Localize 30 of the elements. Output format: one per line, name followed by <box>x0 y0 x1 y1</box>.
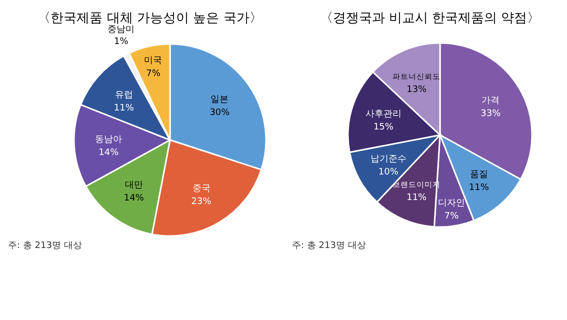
slice-label: 사후관리 <box>365 110 402 120</box>
data-label: 11% <box>406 193 428 204</box>
slice-label: 납기준수 <box>370 154 406 164</box>
data-label: 13% <box>406 84 428 95</box>
data-label: 1% <box>114 37 129 48</box>
data-label: 15% <box>373 122 394 133</box>
slice-label: 중남미 <box>108 25 135 36</box>
data-label: 10% <box>378 167 399 178</box>
data-label: 23% <box>191 196 212 207</box>
data-label: 14% <box>98 148 120 158</box>
data-label: 30% <box>210 108 230 118</box>
data-label: 33% <box>480 109 502 120</box>
slice-label: 디자인 <box>438 198 466 209</box>
slice-label: 품질 <box>470 170 488 180</box>
data-label: 7% <box>444 212 460 222</box>
slice-label: 중국 <box>192 184 210 194</box>
slice-label: 유럽 <box>114 90 133 100</box>
slice-label: 가격 <box>482 96 500 106</box>
chart-title: 〈한국제품 대체 가능성이 높은 국가〉 <box>38 11 262 26</box>
data-label: 11% <box>468 183 490 194</box>
data-label: 7% <box>146 69 161 80</box>
data-label: 11% <box>114 103 134 114</box>
slice-label: 일본 <box>210 94 229 105</box>
slice-label: 대만 <box>124 180 143 191</box>
slice-label: 동남아 <box>95 134 122 145</box>
text: 주: 총 213명 대상 <box>8 241 82 251</box>
text: 주: 총 213명 대상 <box>292 241 366 251</box>
data-label: 14% <box>124 194 144 204</box>
slice-label: 미국 <box>144 56 162 66</box>
chart-title: 〈경쟁국과 비교시 한국제품의 약점〉 <box>320 11 540 26</box>
